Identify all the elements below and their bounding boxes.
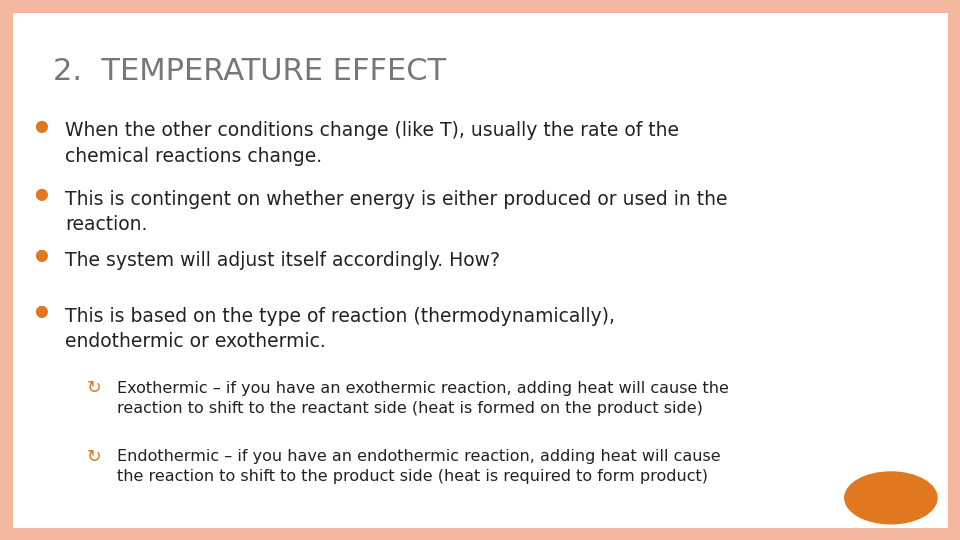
Text: This is based on the type of reaction (thermodynamically),
endothermic or exothe: This is based on the type of reaction (t… [65, 307, 615, 350]
Text: ●: ● [35, 304, 48, 319]
Circle shape [845, 472, 937, 524]
Text: ↻: ↻ [86, 379, 101, 397]
Text: This is contingent on whether energy is either produced or used in the
reaction.: This is contingent on whether energy is … [65, 190, 728, 234]
Text: ●: ● [35, 187, 48, 202]
Text: When the other conditions change (like T), usually the rate of the
chemical reac: When the other conditions change (like T… [65, 122, 680, 165]
Text: ●: ● [35, 119, 48, 134]
Text: 2.  TEMPERATURE EFFECT: 2. TEMPERATURE EFFECT [53, 57, 446, 86]
Text: Exothermic – if you have an exothermic reaction, adding heat will cause the
reac: Exothermic – if you have an exothermic r… [117, 381, 729, 415]
Text: ●: ● [35, 248, 48, 264]
Text: The system will adjust itself accordingly. How?: The system will adjust itself accordingl… [65, 251, 500, 270]
Text: Endothermic – if you have an endothermic reaction, adding heat will cause
the re: Endothermic – if you have an endothermic… [117, 449, 721, 484]
Text: ↻: ↻ [86, 448, 101, 465]
